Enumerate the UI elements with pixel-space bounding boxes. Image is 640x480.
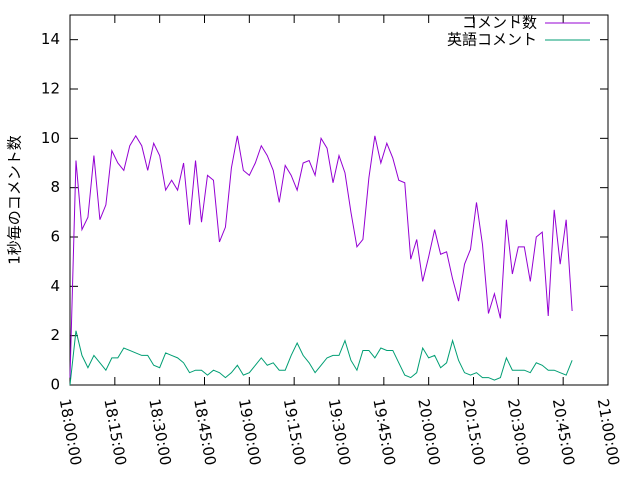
y-tick-label: 4 (50, 277, 60, 295)
x-tick-label: 20:00:00 (414, 397, 443, 466)
series-line (69, 330, 573, 386)
y-axis-label: 1秒毎のコメント数 (6, 135, 24, 265)
y-tick-label: 0 (50, 376, 60, 394)
x-tick-label: 18:15:00 (100, 397, 129, 466)
x-tick-label: 20:30:00 (504, 397, 533, 466)
y-tick-label: 10 (41, 129, 60, 147)
x-tick-label: 19:00:00 (235, 397, 264, 466)
x-tick-label: 18:45:00 (190, 397, 219, 466)
x-tick-label: 20:45:00 (549, 397, 578, 466)
x-tick-label: 21:00:00 (594, 397, 623, 466)
x-tick-label: 19:15:00 (280, 397, 309, 466)
series-line (69, 134, 573, 378)
x-tick-label: 18:30:00 (145, 397, 174, 466)
plot-border (69, 14, 609, 386)
x-tick-label: 18:00:00 (56, 397, 85, 466)
x-tick-label: 20:15:00 (459, 397, 488, 466)
y-tick-label: 6 (50, 228, 60, 246)
legend-label: コメント数 (462, 14, 537, 32)
legend-label: 英語コメント (447, 31, 537, 49)
x-tick-label: 19:45:00 (369, 397, 398, 466)
x-tick-label: 19:30:00 (325, 397, 354, 466)
y-tick-label: 14 (41, 30, 60, 48)
y-tick-label: 2 (50, 326, 60, 344)
y-tick-label: 12 (41, 80, 60, 98)
y-tick-label: 8 (50, 178, 60, 196)
